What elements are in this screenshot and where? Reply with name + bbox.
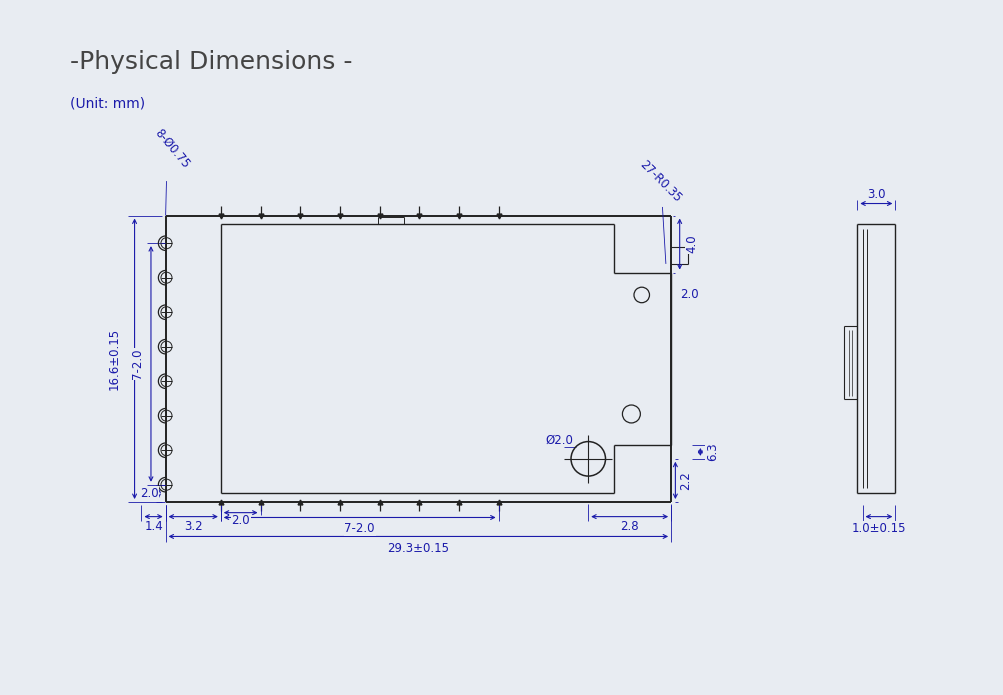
- Text: 16.6±0.15: 16.6±0.15: [107, 328, 120, 390]
- Text: 7-2.0: 7-2.0: [344, 522, 374, 535]
- Text: 2.0: 2.0: [139, 486, 158, 500]
- Text: 8-Ø0.75: 8-Ø0.75: [151, 126, 192, 170]
- Text: 2.0: 2.0: [231, 514, 250, 528]
- Text: (Unit: mm): (Unit: mm): [70, 97, 145, 111]
- Text: 1.0±0.15: 1.0±0.15: [851, 522, 906, 535]
- Text: 7-2.0: 7-2.0: [130, 349, 143, 379]
- Text: 6.3: 6.3: [705, 443, 718, 461]
- Text: -Physical Dimensions -: -Physical Dimensions -: [70, 51, 352, 74]
- Text: Ø2.0: Ø2.0: [545, 433, 573, 446]
- Text: 2.2: 2.2: [679, 471, 691, 490]
- Text: 27-R0.35: 27-R0.35: [636, 158, 683, 205]
- Text: 3.0: 3.0: [867, 188, 885, 202]
- Text: 4.0: 4.0: [685, 235, 697, 254]
- Text: 3.2: 3.2: [184, 521, 203, 534]
- Text: 2.0: 2.0: [680, 288, 698, 302]
- Text: 2.8: 2.8: [620, 520, 638, 532]
- Text: 29.3±0.15: 29.3±0.15: [387, 542, 449, 555]
- Text: 1.4: 1.4: [144, 520, 162, 532]
